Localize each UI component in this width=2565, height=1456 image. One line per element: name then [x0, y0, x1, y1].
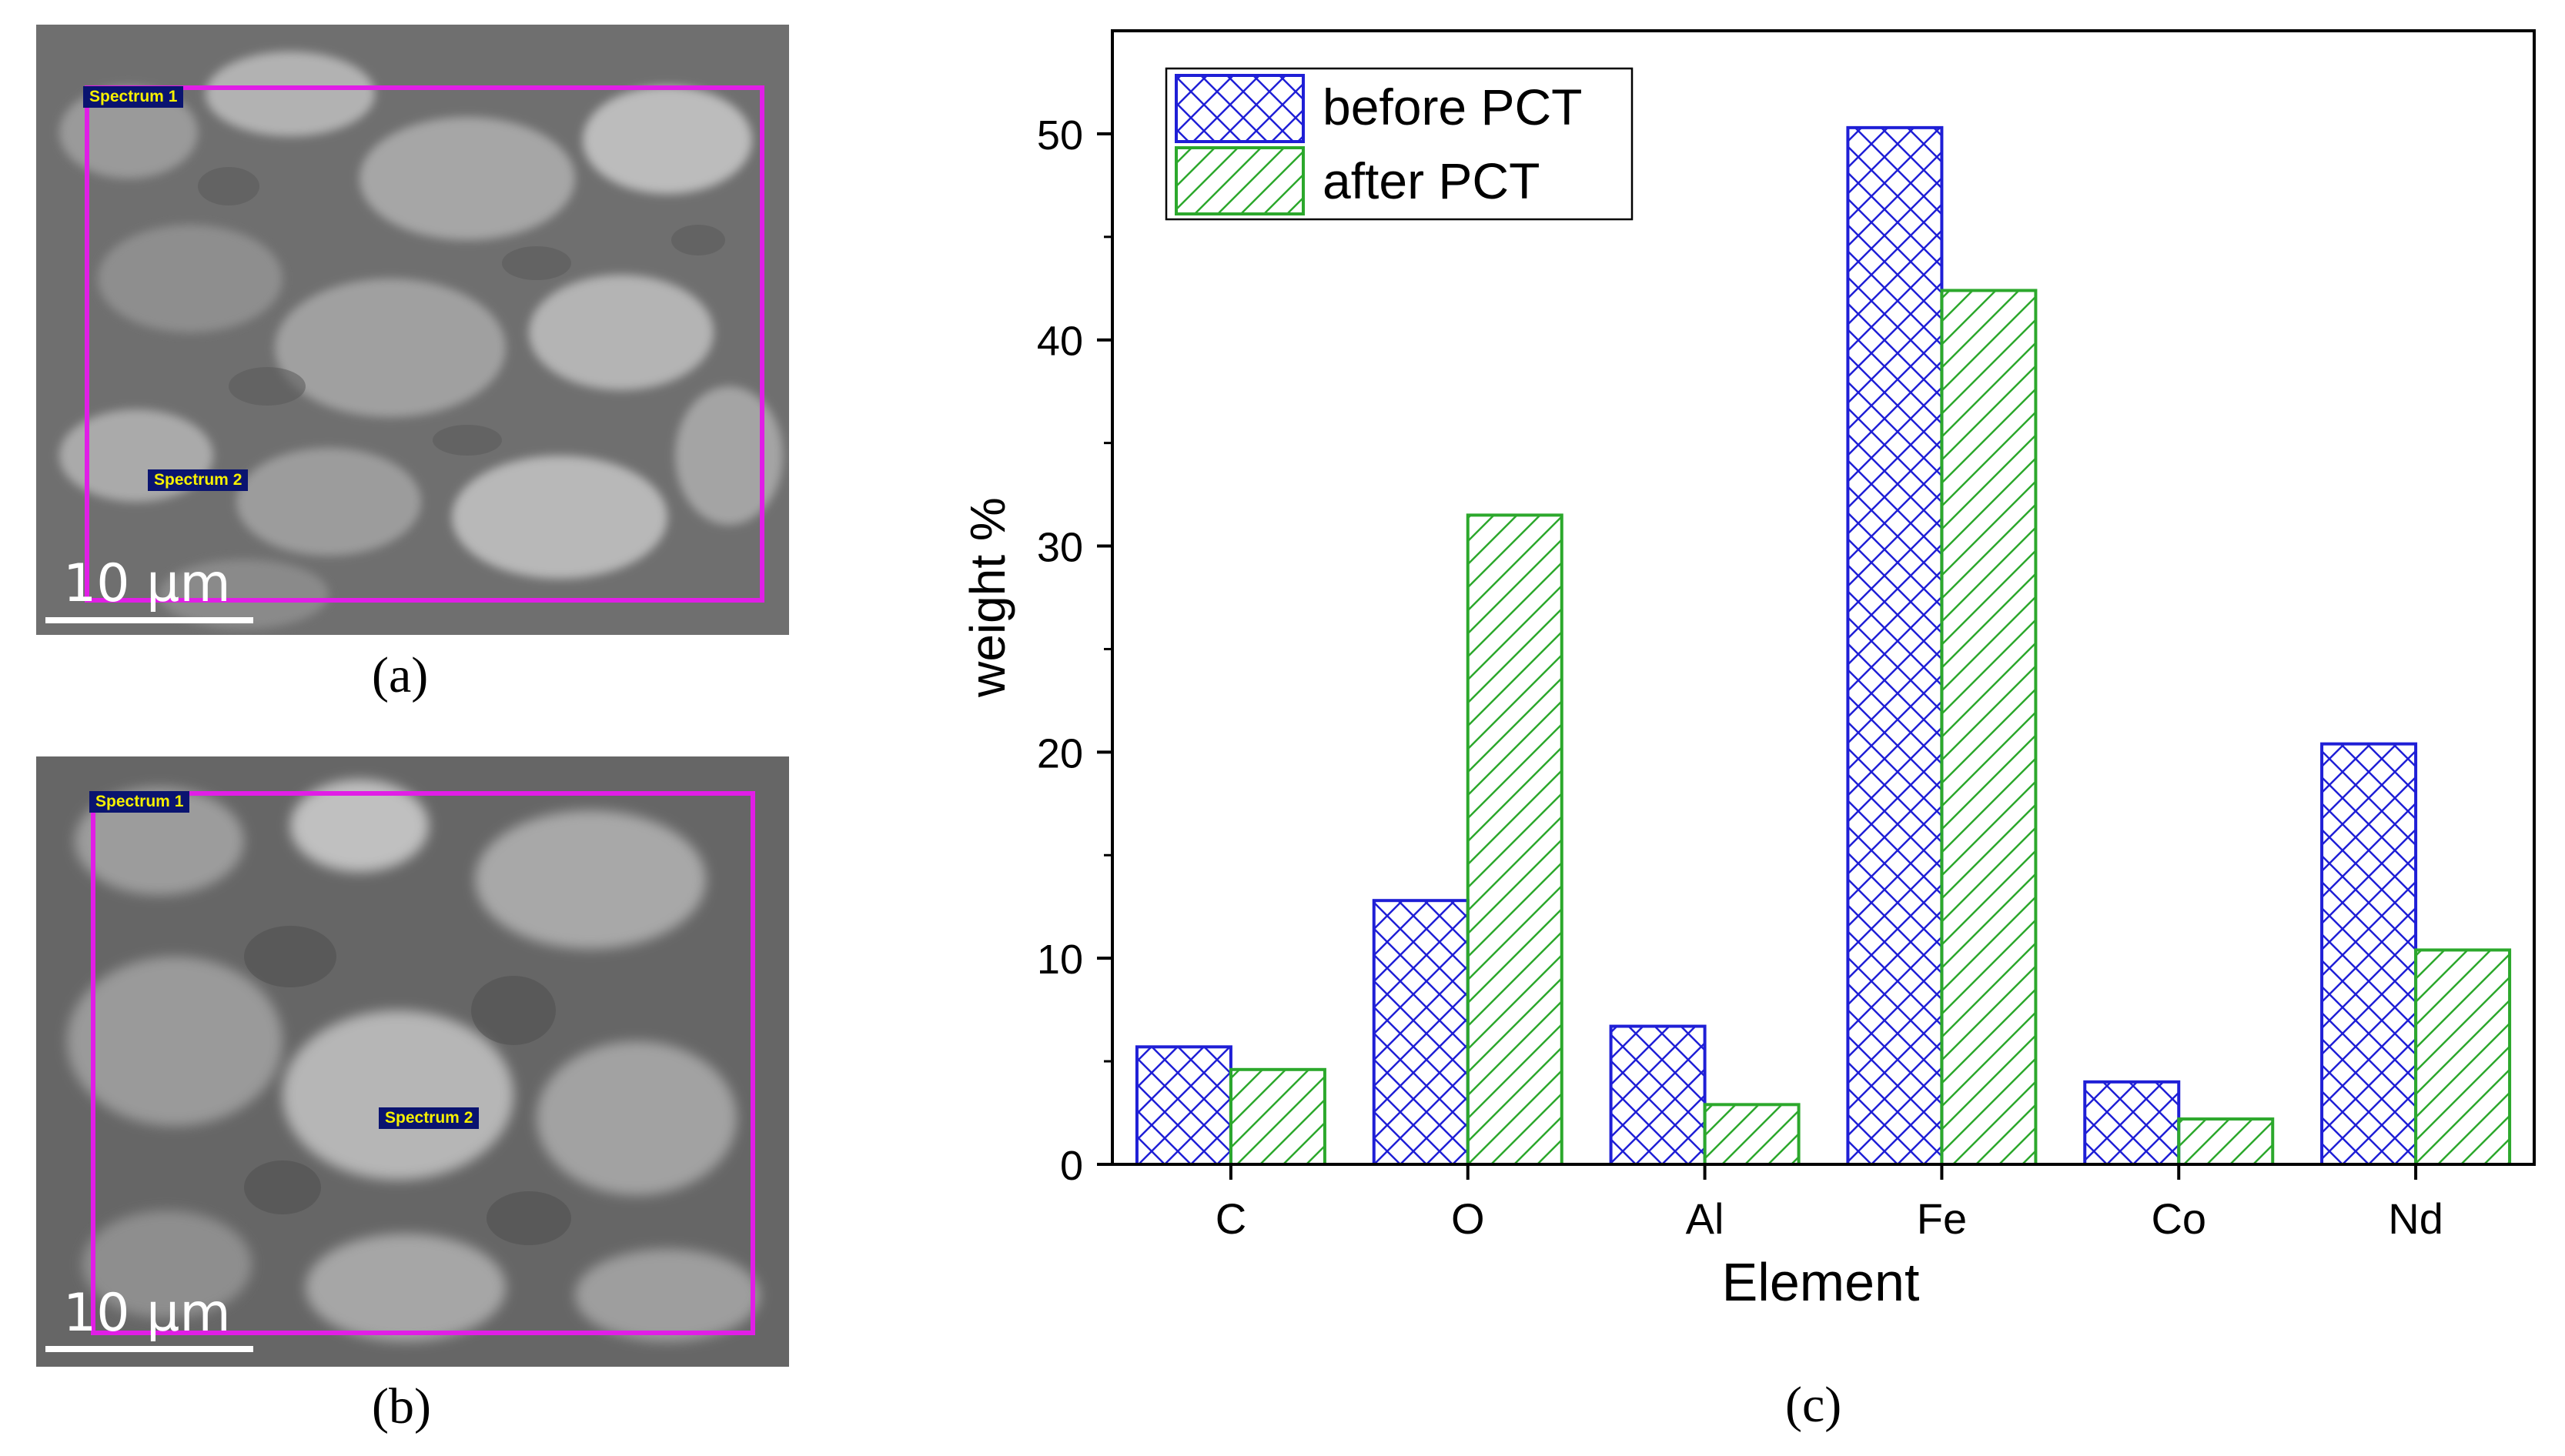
- scale-bar-label-a: 10 µm: [63, 553, 231, 614]
- x-tick-label-al: Al: [1686, 1194, 1724, 1243]
- bar-before-fe: [1846, 125, 1944, 1167]
- x-axis-label: Element: [1722, 1252, 1920, 1312]
- x-tick-label-nd: Nd: [2388, 1194, 2443, 1243]
- bar-after-nd: [2414, 948, 2512, 1167]
- panel-caption-a: (a): [372, 647, 429, 703]
- x-tick-label-fe: Fe: [1917, 1194, 1967, 1243]
- bar-before-c: [1135, 1045, 1232, 1166]
- bar-before-al: [1609, 1024, 1707, 1166]
- scale-bar-a: [45, 617, 253, 623]
- bar-after-fe: [1940, 289, 2038, 1166]
- bar-before-co: [2083, 1080, 2181, 1166]
- scale-bar-b: [45, 1346, 253, 1352]
- bar-before-o: [1372, 899, 1470, 1167]
- spectrum-region-box-b: [91, 791, 755, 1335]
- y-tick-label-20: 20: [1037, 730, 1083, 776]
- bar-after-co: [2177, 1117, 2275, 1166]
- legend-swatch-before: [1175, 74, 1305, 143]
- panel-caption-c: (c): [1785, 1377, 1842, 1433]
- spectrum-2-label-a: Spectrum 2: [148, 469, 249, 491]
- x-tick-label-co: Co: [2151, 1194, 2206, 1243]
- x-tick-label-c: C: [1216, 1194, 1246, 1243]
- legend-label-before: before PCT: [1323, 78, 1582, 135]
- sem-image-a: Spectrum 1 Spectrum 2 10 µm: [36, 25, 789, 635]
- spectrum-2-label-b: Spectrum 2: [379, 1107, 480, 1129]
- panel-caption-b: (b): [372, 1378, 431, 1434]
- legend: before PCT after PCT: [1165, 67, 1634, 221]
- x-tick-label-o: O: [1451, 1194, 1485, 1243]
- bar-after-c: [1229, 1067, 1326, 1166]
- y-tick-label-10: 10: [1037, 937, 1083, 983]
- plot-frame: [1111, 29, 2536, 1166]
- bar-after-o: [1466, 513, 1563, 1166]
- bar-before-nd: [2320, 742, 2418, 1166]
- legend-label-after: after PCT: [1323, 152, 1540, 209]
- sem-texture-b: [36, 756, 789, 1367]
- sem-texture-a: [36, 25, 789, 635]
- bar-after-al: [1703, 1103, 1801, 1167]
- y-tick-label-40: 40: [1037, 319, 1083, 365]
- spectrum-region-box-a: [85, 85, 764, 603]
- y-tick-label-0: 0: [1060, 1143, 1083, 1189]
- y-tick-label-50: 50: [1037, 112, 1083, 159]
- scale-bar-label-b: 10 µm: [63, 1283, 231, 1344]
- sem-image-b: Spectrum 1 Spectrum 2 10 µm: [36, 756, 789, 1367]
- legend-swatch-after: [1175, 146, 1305, 215]
- spectrum-1-label-a: Spectrum 1: [83, 86, 184, 108]
- y-axis-label: weight %: [960, 497, 1015, 698]
- spectrum-1-label-b: Spectrum 1: [89, 791, 190, 813]
- y-tick-label-30: 30: [1037, 525, 1083, 571]
